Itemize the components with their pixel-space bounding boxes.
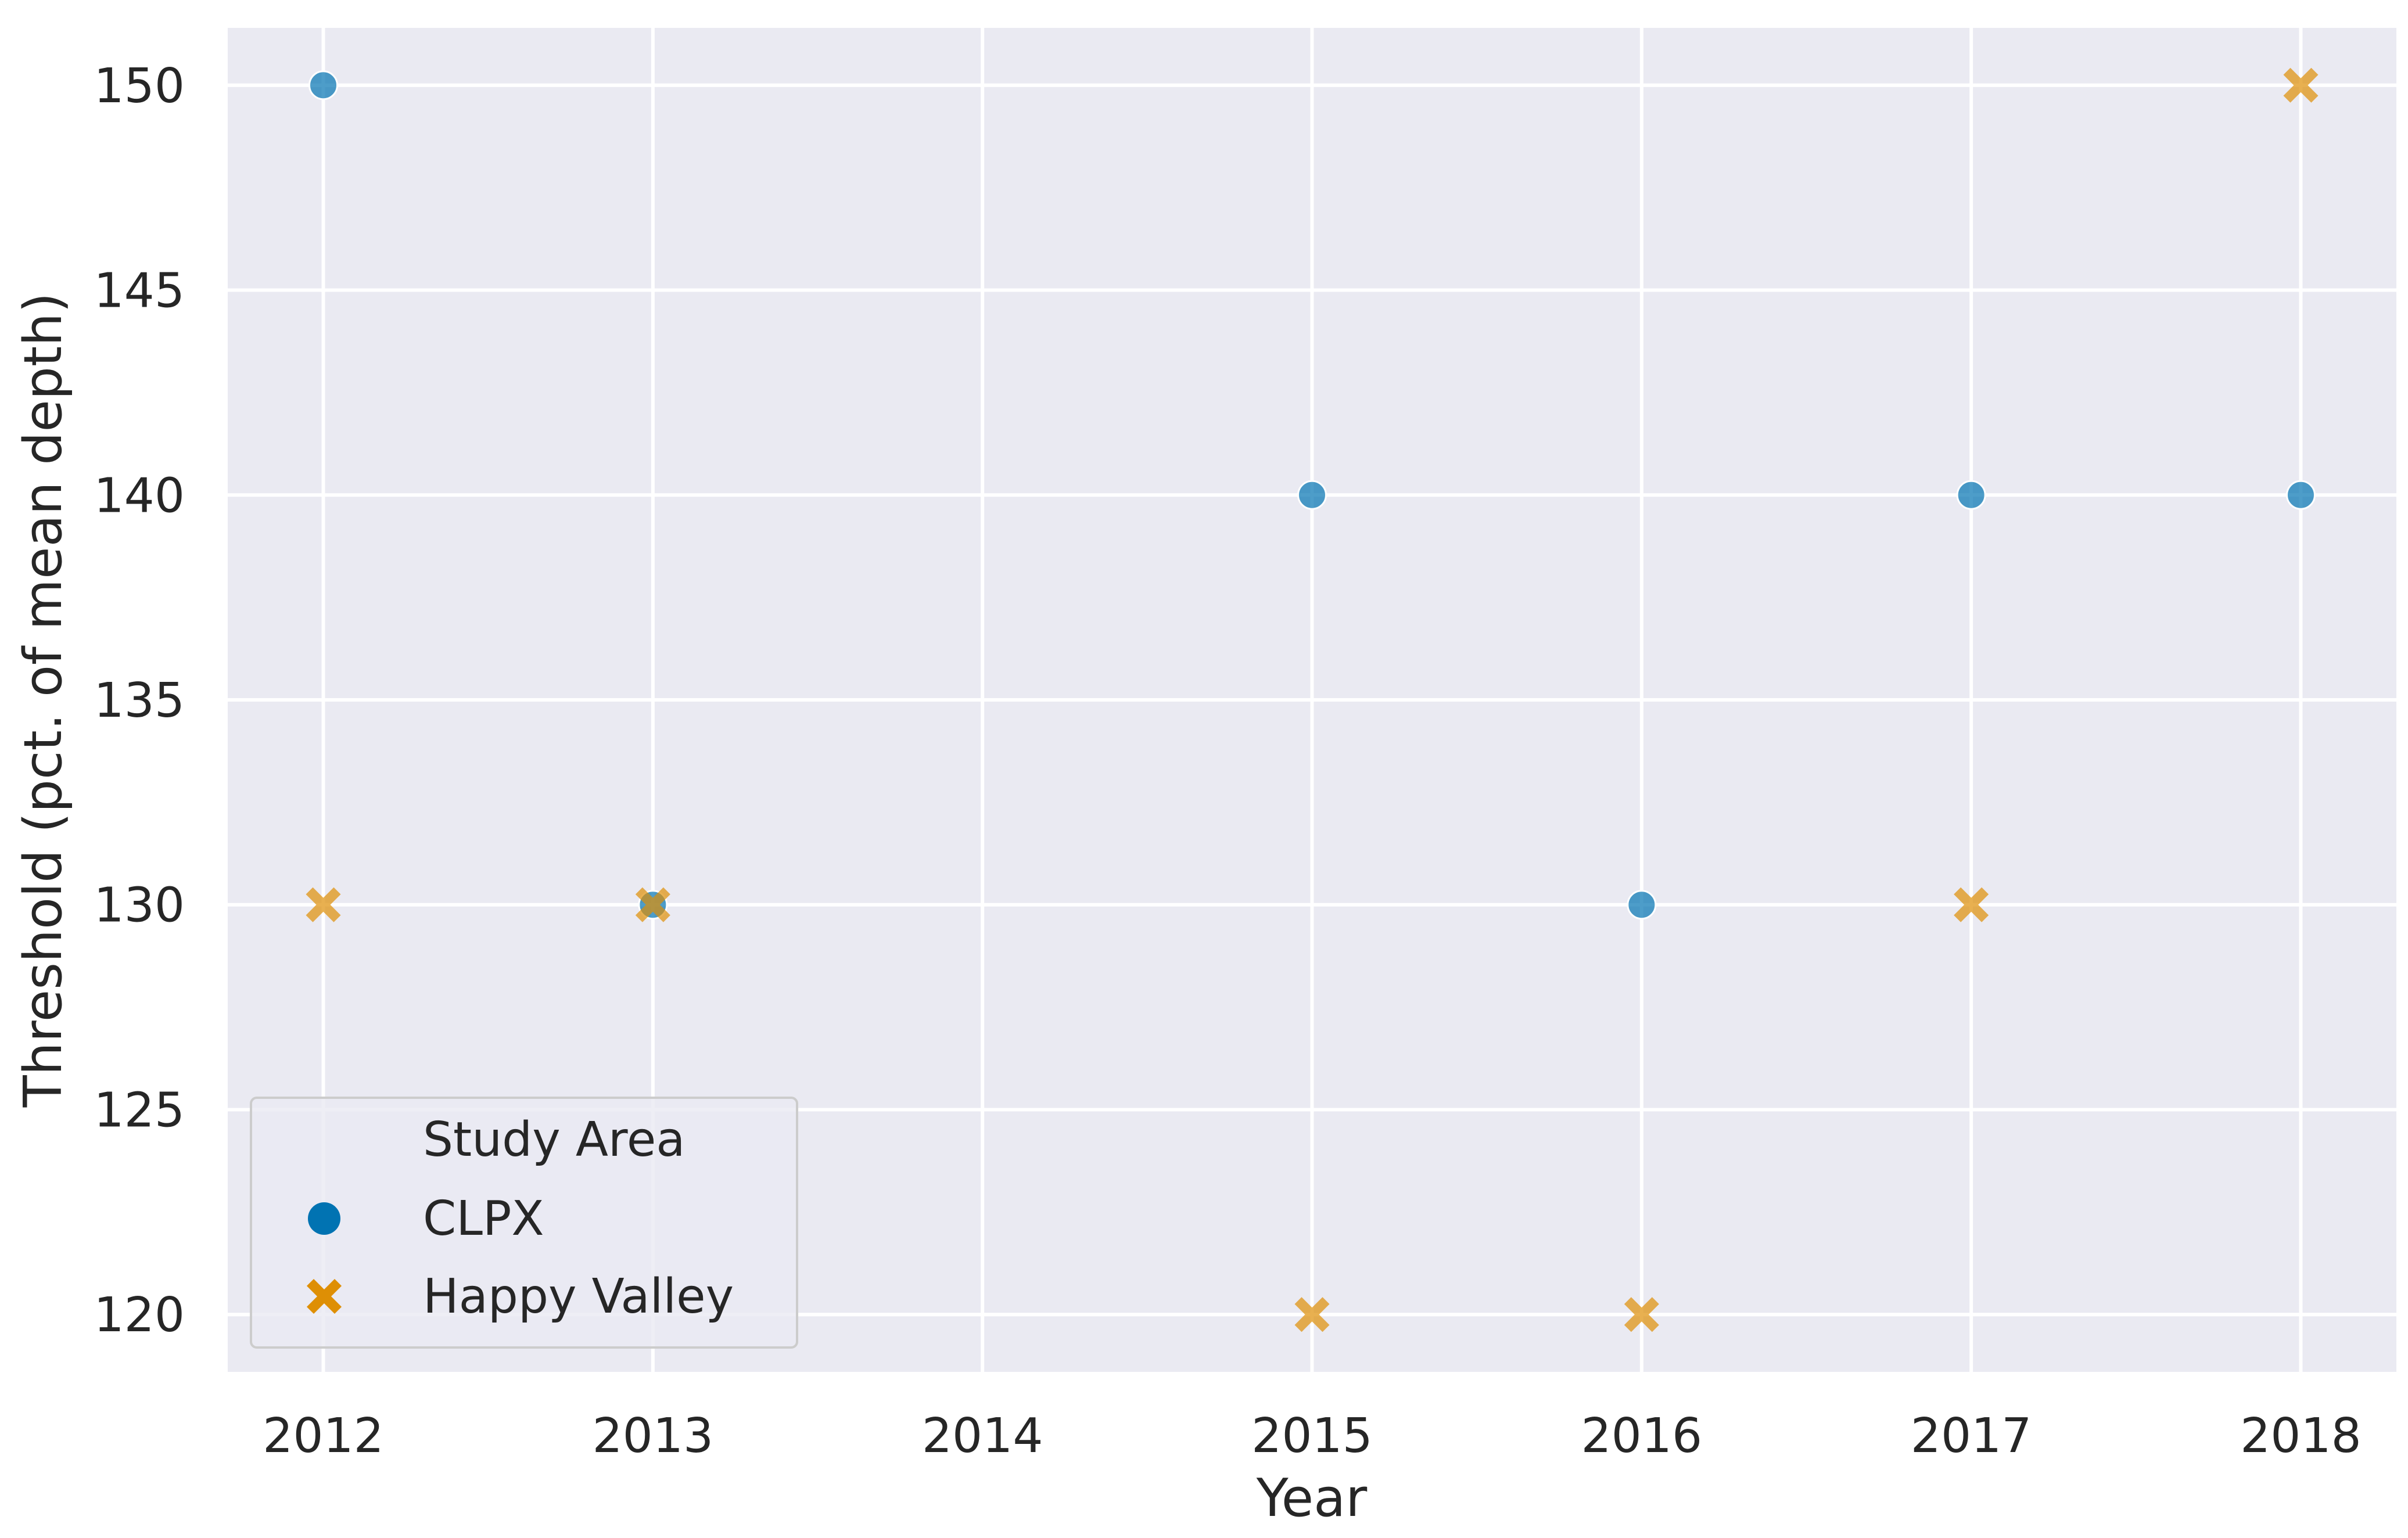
y-tick-label: 120 <box>94 1288 185 1343</box>
scatter-point <box>1954 887 1989 922</box>
y-tick-label: 140 <box>94 468 185 523</box>
legend-entry-label: CLPX <box>423 1191 544 1246</box>
scatter-point <box>2283 67 2319 103</box>
series-marks <box>306 67 2319 1332</box>
scatter-point <box>1624 1297 1659 1332</box>
y-tick-label: 145 <box>94 264 185 319</box>
x-tick-label: 2012 <box>263 1408 384 1464</box>
legend-title: Study Area <box>423 1112 686 1167</box>
x-axis-title: Year <box>1256 1468 1368 1529</box>
scatter-point <box>2285 480 2316 510</box>
x-tick-label: 2014 <box>922 1408 1043 1464</box>
legend-marker-circle <box>308 1202 340 1235</box>
y-axis-title: Threshold (pct. of mean depth) <box>13 293 74 1108</box>
y-tick-label: 125 <box>94 1083 185 1138</box>
legend-entries: CLPX Happy Valley <box>306 1191 734 1324</box>
scatter-point <box>1627 890 1657 920</box>
series-happy-valley <box>306 67 2319 1332</box>
x-tick-label: 2013 <box>593 1408 714 1464</box>
x-tick-label: 2016 <box>1581 1408 1702 1464</box>
scatter-point <box>1294 1297 1330 1332</box>
scatter-point <box>635 887 670 922</box>
x-tick-label: 2018 <box>2240 1408 2362 1464</box>
legend: Study Area CLPX Happy Valley <box>250 1097 798 1349</box>
y-tick-label: 135 <box>94 673 185 728</box>
legend-frame <box>250 1097 798 1349</box>
y-tick-label: 130 <box>94 878 185 933</box>
tick-labels: 2012 2013 2014 2015 2016 2017 2018 120 125 130 135… <box>94 59 2361 1464</box>
scatter-point <box>308 70 339 100</box>
x-tick-label: 2015 <box>1251 1408 1373 1464</box>
scatter-point <box>306 887 341 922</box>
y-tick-label: 150 <box>94 59 185 114</box>
legend-entry-label: Happy Valley <box>423 1269 734 1324</box>
x-tick-label: 2017 <box>1911 1408 2032 1464</box>
scatter-point <box>1297 480 1327 510</box>
scatter-point <box>1956 480 1986 510</box>
legend-marker-x <box>306 1278 342 1314</box>
